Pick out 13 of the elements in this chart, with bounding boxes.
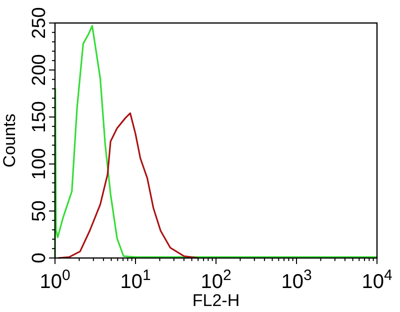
x-tick-label: 10$^{4}$ — [362, 266, 392, 293]
y-tick-label: 50 — [29, 200, 50, 222]
y-tick-label: 250 — [29, 7, 50, 39]
x-tick-label: 10$^{0}$ — [40, 266, 70, 293]
y-tick-label: 200 — [29, 54, 50, 86]
x-tick-label: 10$^{1}$ — [120, 266, 151, 293]
y-tick-label: 0 — [29, 252, 50, 264]
x-tick-label: 10$^{2}$ — [200, 266, 232, 293]
y-tick-label: 150 — [29, 101, 50, 133]
x-tick-label: 10$^{3}$ — [281, 266, 312, 293]
x-axis-title: FL2-H — [192, 291, 240, 310]
y-axis-title: Counts — [0, 114, 19, 168]
y-tick-label: 100 — [29, 148, 50, 180]
